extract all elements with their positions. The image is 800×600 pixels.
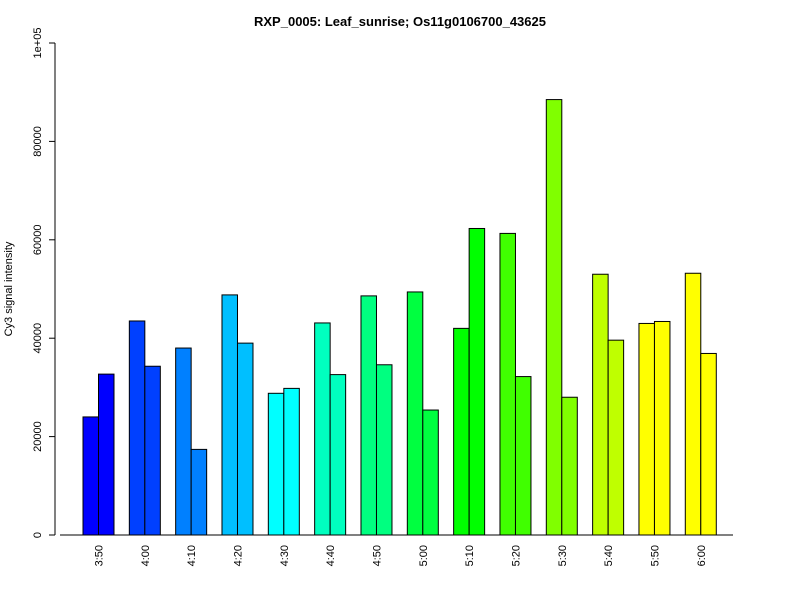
bar <box>267 392 285 536</box>
bar <box>592 273 609 536</box>
x-tick-label: 4:30 <box>279 545 291 566</box>
bar <box>82 416 99 536</box>
bar <box>375 364 393 536</box>
bar <box>314 322 331 536</box>
y-tick-label: 1e+05 <box>32 28 44 59</box>
x-tick-label: 3:50 <box>94 545 106 566</box>
x-tick-label: 4:10 <box>186 545 198 566</box>
bar <box>653 320 671 536</box>
bar <box>360 295 377 536</box>
x-tick-label: 4:40 <box>325 545 337 566</box>
x-tick-label: 4:50 <box>371 545 383 566</box>
x-tick-label: 5:50 <box>649 545 661 566</box>
bar <box>236 342 254 536</box>
bar <box>175 347 192 536</box>
bar <box>128 320 146 536</box>
bar <box>561 396 578 536</box>
x-tick-label: 5:40 <box>603 545 615 566</box>
x-tick-label: 4:00 <box>140 545 152 566</box>
bar <box>499 232 516 536</box>
x-tick-label: 5:00 <box>418 545 430 566</box>
bar <box>283 387 300 536</box>
chart-title: RXP_0005: Leaf_sunrise; Os11g0106700_436… <box>254 14 546 29</box>
bar <box>144 365 161 536</box>
y-tick-label: 80000 <box>32 126 44 157</box>
bar-group <box>82 99 717 536</box>
bar <box>221 294 238 536</box>
x-tick-label: 5:20 <box>510 545 522 566</box>
bar <box>638 322 655 536</box>
y-tick-label: 40000 <box>32 323 44 354</box>
y-axis-ticks: 0 20000 40000 60000 80000 1e+05 <box>32 28 55 538</box>
bar <box>406 291 424 536</box>
bar <box>468 227 486 536</box>
x-axis-tick-labels: 3:50 4:00 4:10 4:20 4:30 4:40 4:50 5:00 5:10 5:20… <box>94 545 708 566</box>
bar <box>453 327 470 536</box>
y-tick-label: 60000 <box>32 225 44 256</box>
bar <box>607 339 625 536</box>
x-tick-label: 6:00 <box>696 545 708 566</box>
y-axis-label: Cy3 signal intensity <box>3 241 15 336</box>
bar <box>98 373 115 536</box>
bar <box>684 272 702 536</box>
bar <box>190 448 208 536</box>
y-tick-label: 20000 <box>32 421 44 452</box>
bar <box>545 99 563 536</box>
x-tick-label: 5:30 <box>557 545 569 566</box>
bar <box>514 376 532 536</box>
y-tick-label: 0 <box>32 532 44 538</box>
bar <box>422 409 439 536</box>
bar <box>700 352 717 536</box>
x-tick-label: 4:20 <box>232 545 244 566</box>
x-tick-label: 5:10 <box>464 545 476 566</box>
bar <box>329 374 347 536</box>
